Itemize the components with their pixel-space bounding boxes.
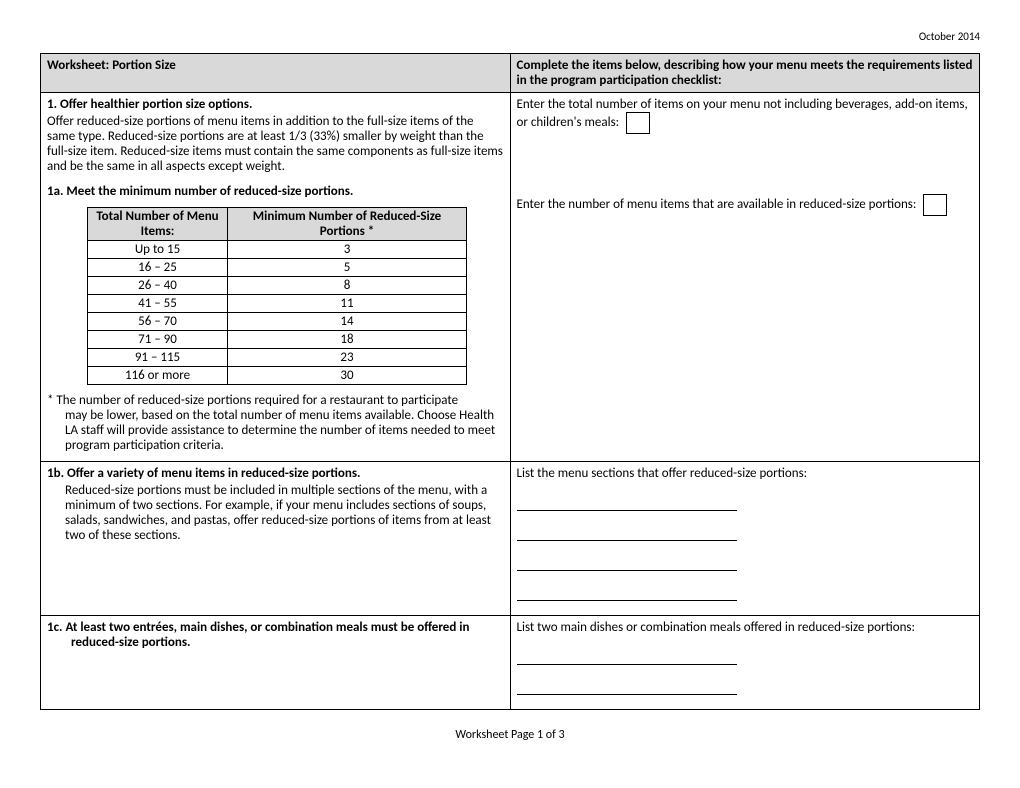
section-1a-right: Enter the number of menu items that are … (517, 194, 974, 216)
table-cell: 8 (228, 277, 467, 295)
table-row: Up to 153 (88, 241, 467, 259)
table-cell: 91 – 115 (88, 349, 228, 367)
section-1c-row: 1c. At least two entrées, main dishes, o… (41, 616, 980, 710)
table-row: 16 – 255 (88, 259, 467, 277)
section-1-right-text: Enter the total number of items on your … (517, 97, 968, 130)
table-cell: 26 – 40 (88, 277, 228, 295)
section-1c-lines (517, 645, 974, 705)
table-cell: Up to 15 (88, 241, 228, 259)
table-cell: 71 – 90 (88, 331, 228, 349)
section-1b-lines (517, 491, 974, 611)
reduced-items-input[interactable] (923, 194, 947, 216)
footnote-first-line: * The number of reduced-size portions re… (47, 393, 458, 408)
section-1a-title: 1a. Meet the minimum number of reduced-s… (47, 184, 504, 199)
section-1-row: 1. Offer healthier portion size options.… (41, 93, 980, 462)
blank-line[interactable] (517, 587, 737, 601)
table-cell: 11 (228, 295, 467, 313)
table-cell: 56 – 70 (88, 313, 228, 331)
date-header: October 2014 (40, 30, 980, 43)
section-1-title: 1. Offer healthier portion size options. (47, 97, 504, 112)
header-right: Complete the items below, describing how… (510, 54, 980, 93)
table-row: 26 – 408 (88, 277, 467, 295)
section-1-body: Offer reduced-size portions of menu item… (47, 114, 504, 174)
worksheet-table: Worksheet: Portion Size Complete the ite… (40, 53, 980, 710)
blank-line[interactable] (517, 527, 737, 541)
table-row: 56 – 7014 (88, 313, 467, 331)
blank-line[interactable] (517, 557, 737, 571)
section-1b-row: 1b. Offer a variety of menu items in red… (41, 462, 980, 616)
table-cell: 23 (228, 349, 467, 367)
table-cell: 41 – 55 (88, 295, 228, 313)
table-row: 41 – 5511 (88, 295, 467, 313)
table-cell: 16 – 25 (88, 259, 228, 277)
table-cell: 30 (228, 367, 467, 385)
section-1b-right-text: List the menu sections that offer reduce… (517, 466, 974, 481)
table-cell: 18 (228, 331, 467, 349)
footnote-rest: may be lower, based on the total number … (47, 408, 504, 453)
portions-col2-header: Minimum Number of Reduced-Size Portions … (228, 208, 467, 241)
table-row: 91 – 11523 (88, 349, 467, 367)
table-cell: 116 or more (88, 367, 228, 385)
total-items-input[interactable] (626, 112, 650, 134)
page-footer: Worksheet Page 1 of 3 (40, 728, 980, 742)
section-1c-right-text: List two main dishes or combination meal… (517, 620, 974, 635)
blank-line[interactable] (517, 651, 737, 665)
portions-col1-header: Total Number of Menu Items: (88, 208, 228, 241)
table-row: 116 or more30 (88, 367, 467, 385)
section-1c-title: 1c. At least two entrées, main dishes, o… (71, 620, 504, 650)
header-left: Worksheet: Portion Size (41, 54, 511, 93)
section-1a-right-text: Enter the number of menu items that are … (517, 197, 917, 212)
footnote: * The number of reduced-size portions re… (47, 393, 504, 453)
section-1-right: Enter the total number of items on your … (517, 97, 974, 134)
table-cell: 14 (228, 313, 467, 331)
blank-line[interactable] (517, 681, 737, 695)
table-cell: 3 (228, 241, 467, 259)
header-row: Worksheet: Portion Size Complete the ite… (41, 54, 980, 93)
table-row: 71 – 9018 (88, 331, 467, 349)
table-cell: 5 (228, 259, 467, 277)
blank-line[interactable] (517, 497, 737, 511)
portions-table: Total Number of Menu Items: Minimum Numb… (87, 207, 467, 385)
section-1b-body: Reduced-size portions must be included i… (65, 483, 504, 543)
section-1b-title: 1b. Offer a variety of menu items in red… (47, 466, 504, 481)
